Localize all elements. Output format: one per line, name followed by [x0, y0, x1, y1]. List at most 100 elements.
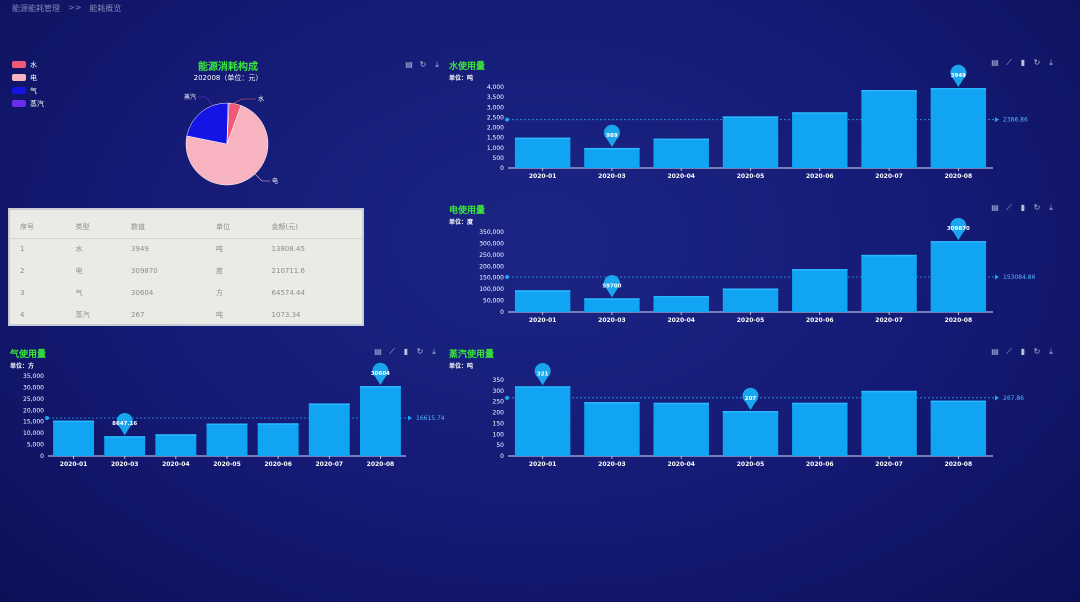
- restore-icon[interactable]: ↻: [1033, 347, 1041, 356]
- bar[interactable]: [792, 269, 848, 312]
- pie-label-line: [253, 172, 270, 182]
- bar[interactable]: [653, 138, 709, 168]
- bar[interactable]: [359, 386, 401, 456]
- y-tick-label: 0: [500, 165, 504, 172]
- data-view-icon[interactable]: ▤: [405, 60, 413, 69]
- legend-swatch: [12, 61, 26, 68]
- data-view-icon[interactable]: ▤: [991, 347, 999, 356]
- bar[interactable]: [792, 402, 848, 456]
- bar-top-edge: [792, 269, 848, 271]
- min-marker-label: 59700: [602, 283, 621, 289]
- line-switch-icon[interactable]: ⟋: [389, 347, 395, 356]
- table-row[interactable]: 4 蒸汽 267 吨 1073.34: [10, 304, 362, 326]
- bar[interactable]: [861, 90, 917, 168]
- bar-switch-icon[interactable]: ▮: [1020, 203, 1026, 212]
- legend-item-electric[interactable]: 电: [12, 71, 44, 84]
- data-view-icon[interactable]: ▤: [374, 347, 382, 356]
- bar[interactable]: [930, 88, 987, 168]
- bar[interactable]: [584, 298, 640, 312]
- table-cell: 309870: [131, 267, 158, 275]
- pie-slice[interactable]: [226, 102, 230, 145]
- water-bar-chart: 0 500 1,000 1,500 2,000 2,500 3,000 3,500 4,000 2…: [487, 64, 1028, 180]
- bar-top-edge: [584, 402, 640, 404]
- table-cell: 64574.44: [271, 289, 305, 297]
- restore-icon[interactable]: ↻: [416, 347, 424, 356]
- table-header: 数值: [121, 216, 207, 239]
- average-line-start: [505, 275, 509, 280]
- y-tick-label: 250: [493, 399, 505, 406]
- save-image-icon[interactable]: ⤓: [432, 347, 436, 356]
- bar[interactable]: [308, 403, 350, 456]
- bar[interactable]: [584, 402, 640, 456]
- bar[interactable]: [722, 288, 779, 312]
- table-row[interactable]: 1 水 3949 吨 13808.45: [10, 238, 362, 260]
- legend-swatch: [12, 100, 26, 107]
- max-marker-label: 30604: [371, 371, 390, 377]
- line-switch-icon[interactable]: ⟋: [1006, 203, 1012, 212]
- bar[interactable]: [792, 112, 848, 168]
- bar-switch-icon[interactable]: ▮: [1020, 347, 1026, 356]
- bar[interactable]: [53, 420, 95, 456]
- y-tick-label: 2,500: [487, 114, 504, 121]
- bar[interactable]: [861, 254, 917, 312]
- restore-icon[interactable]: ↻: [419, 60, 427, 69]
- table-cell: 电: [75, 267, 83, 275]
- bar-switch-icon[interactable]: ▮: [403, 347, 409, 356]
- bar[interactable]: [584, 147, 640, 168]
- save-image-icon[interactable]: ⤓: [1049, 347, 1053, 356]
- max-marker-pin: [372, 362, 389, 386]
- save-image-icon[interactable]: ⤓: [1049, 203, 1053, 212]
- electric-chart-unit: 单位：度: [449, 219, 474, 226]
- bar-top-edge: [722, 288, 779, 290]
- bar[interactable]: [206, 423, 248, 456]
- table-row[interactable]: 3 气 30604 方 64574.44: [10, 282, 362, 304]
- pie-toolbar: ▤ ↻ ⤓: [404, 60, 442, 70]
- table-header-row: 序号 类型 数值 单位 金额(元): [10, 216, 362, 239]
- table-cell: 267: [131, 311, 145, 319]
- bar[interactable]: [257, 423, 299, 456]
- bar[interactable]: [653, 402, 709, 456]
- bar[interactable]: [930, 400, 987, 456]
- pie-slice[interactable]: [186, 102, 229, 145]
- bar[interactable]: [514, 386, 571, 456]
- bar-switch-icon[interactable]: ▮: [1020, 58, 1026, 67]
- line-switch-icon[interactable]: ⟋: [1006, 58, 1012, 67]
- average-line-arrow: [995, 395, 999, 401]
- water-toolbar: ▤ ⟋ ▮ ↻ ⤓: [990, 58, 1056, 68]
- legend-item-gas[interactable]: 气: [12, 84, 44, 97]
- data-view-icon[interactable]: ▤: [991, 203, 999, 212]
- data-view-icon[interactable]: ▤: [991, 58, 999, 67]
- bar[interactable]: [722, 116, 779, 168]
- bar[interactable]: [514, 290, 571, 312]
- y-tick-label: 30,000: [23, 384, 44, 391]
- average-label: 267.86: [1003, 395, 1024, 402]
- x-tick-label: 2020-08: [945, 461, 973, 468]
- bar-top-edge: [653, 138, 709, 141]
- breadcrumb-section[interactable]: 能源能耗管理: [12, 4, 60, 13]
- bar[interactable]: [104, 436, 146, 456]
- bar[interactable]: [514, 137, 571, 168]
- restore-icon[interactable]: ↻: [1033, 58, 1041, 67]
- pie-legend: 水 电 气 蒸汽: [12, 58, 44, 110]
- bar[interactable]: [861, 390, 917, 456]
- bar-top-edge: [308, 403, 350, 405]
- bar[interactable]: [722, 411, 779, 456]
- y-tick-label: 3,500: [487, 94, 504, 101]
- restore-icon[interactable]: ↻: [1033, 203, 1041, 212]
- y-tick-label: 300,000: [479, 240, 504, 247]
- save-image-icon[interactable]: ⤓: [1049, 58, 1053, 67]
- bar[interactable]: [930, 241, 987, 312]
- bar[interactable]: [155, 434, 197, 456]
- table-row[interactable]: 2 电 309870 度 210711.6: [10, 260, 362, 282]
- legend-item-water[interactable]: 水: [12, 58, 44, 71]
- x-tick-label: 2020-07: [875, 173, 903, 180]
- bar-top-edge: [792, 112, 848, 114]
- line-switch-icon[interactable]: ⟋: [1006, 347, 1012, 356]
- save-image-icon[interactable]: ⤓: [435, 60, 439, 69]
- y-tick-label: 0: [500, 309, 504, 316]
- y-tick-label: 20,000: [23, 407, 44, 414]
- legend-item-steam[interactable]: 蒸汽: [12, 97, 44, 110]
- pie-slice[interactable]: [185, 105, 269, 186]
- table-cell: 方: [216, 289, 224, 297]
- bar[interactable]: [653, 296, 709, 312]
